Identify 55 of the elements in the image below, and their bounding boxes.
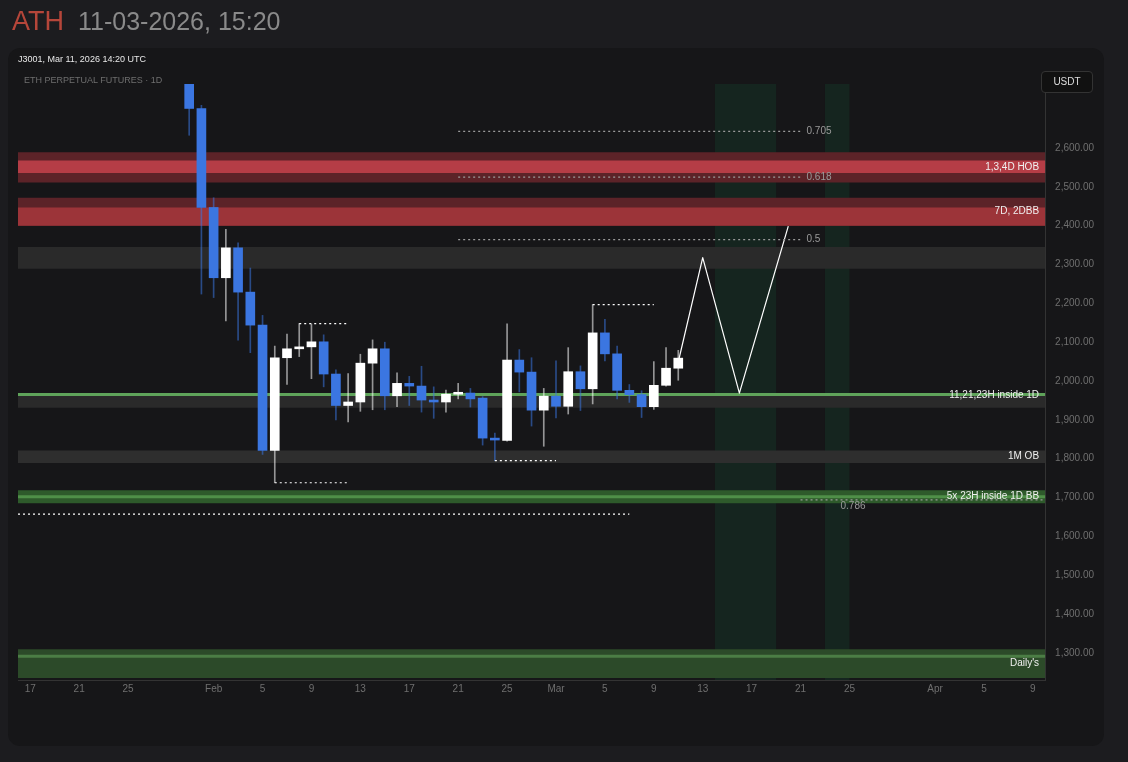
x-tick-label: 9 — [651, 682, 658, 694]
band-label: Daily's — [1009, 657, 1040, 669]
band-label: 5x 23H inside 1D BB — [946, 490, 1040, 502]
candlestick — [343, 373, 353, 423]
x-tick-label: 9 — [1030, 682, 1037, 694]
text: J3001, Mar 11, 2026 14:20 UTC — [18, 54, 146, 64]
x-tick-label: 13 — [697, 682, 709, 694]
x-tick-label: Apr — [927, 682, 944, 694]
y-tick-label: 1,800.00 — [1055, 452, 1095, 464]
band-label: 7D, 2DBB — [994, 205, 1040, 217]
x-tick-label: 25 — [501, 682, 514, 694]
y-tick-label: 1,600.00 — [1055, 530, 1095, 542]
x-tick-label: 21 — [452, 682, 465, 694]
y-tick-label: 2,300.00 — [1055, 258, 1095, 270]
y-axis-title: USDT — [1041, 71, 1093, 93]
x-tick-label: 5 — [981, 682, 988, 694]
candlestick — [538, 388, 549, 447]
y-tick-label: 2,000.00 — [1055, 374, 1095, 386]
x-tick-label: 17 — [24, 682, 37, 694]
x-tick-label: 17 — [746, 682, 758, 694]
series-label: 0.705 — [806, 125, 832, 137]
chart-subtitle: 11-03-2026, 15:20 — [78, 7, 281, 35]
x-tick-label: 9 — [308, 682, 315, 694]
y-tick-label: 2,400.00 — [1055, 219, 1095, 231]
x-tick-label: 21 — [794, 682, 807, 694]
x-tick-label: 21 — [73, 682, 86, 694]
x-tick-label: Mar — [547, 682, 566, 694]
x-tick-label: 25 — [843, 682, 856, 694]
x-tick-label: 5 — [602, 682, 609, 694]
series-label: 0.618 — [806, 170, 832, 182]
y-tick-label: 1,300.00 — [1055, 646, 1095, 658]
x-tick-label: Feb — [205, 682, 223, 694]
y-tick-label: 1,400.00 — [1055, 607, 1095, 619]
chart-title: ATH — [12, 6, 64, 36]
candlestick — [282, 333, 292, 385]
y-tick-label: 2,100.00 — [1055, 335, 1095, 347]
y-tick-label: 2,500.00 — [1055, 180, 1095, 192]
series-label: 0.786 — [840, 499, 866, 511]
candlestick — [453, 383, 464, 400]
x-tick-label: 5 — [259, 682, 266, 694]
ref-line-label: 11,21,23H inside 1D — [949, 389, 1040, 401]
candlestick — [404, 376, 415, 406]
band-label: 1M OB — [1007, 450, 1040, 462]
y-tick-label: 1,700.00 — [1055, 491, 1095, 503]
y-tick-label: 2,200.00 — [1055, 297, 1095, 309]
annotation: ETH PERPETUAL FUTURES · 1D — [24, 75, 163, 85]
x-tick-label: 13 — [354, 682, 367, 694]
band-label: 1,3,4D HOB — [985, 161, 1040, 173]
y-tick-label: 1,900.00 — [1055, 413, 1095, 425]
y-tick-label: 1,500.00 — [1055, 568, 1095, 580]
x-tick-label: 17 — [403, 682, 416, 694]
y-tick-label: 2,600.00 — [1055, 141, 1095, 153]
series-label: 0.5 — [806, 233, 821, 245]
x-tick-label: 25 — [122, 682, 135, 694]
candlestick — [551, 360, 561, 419]
